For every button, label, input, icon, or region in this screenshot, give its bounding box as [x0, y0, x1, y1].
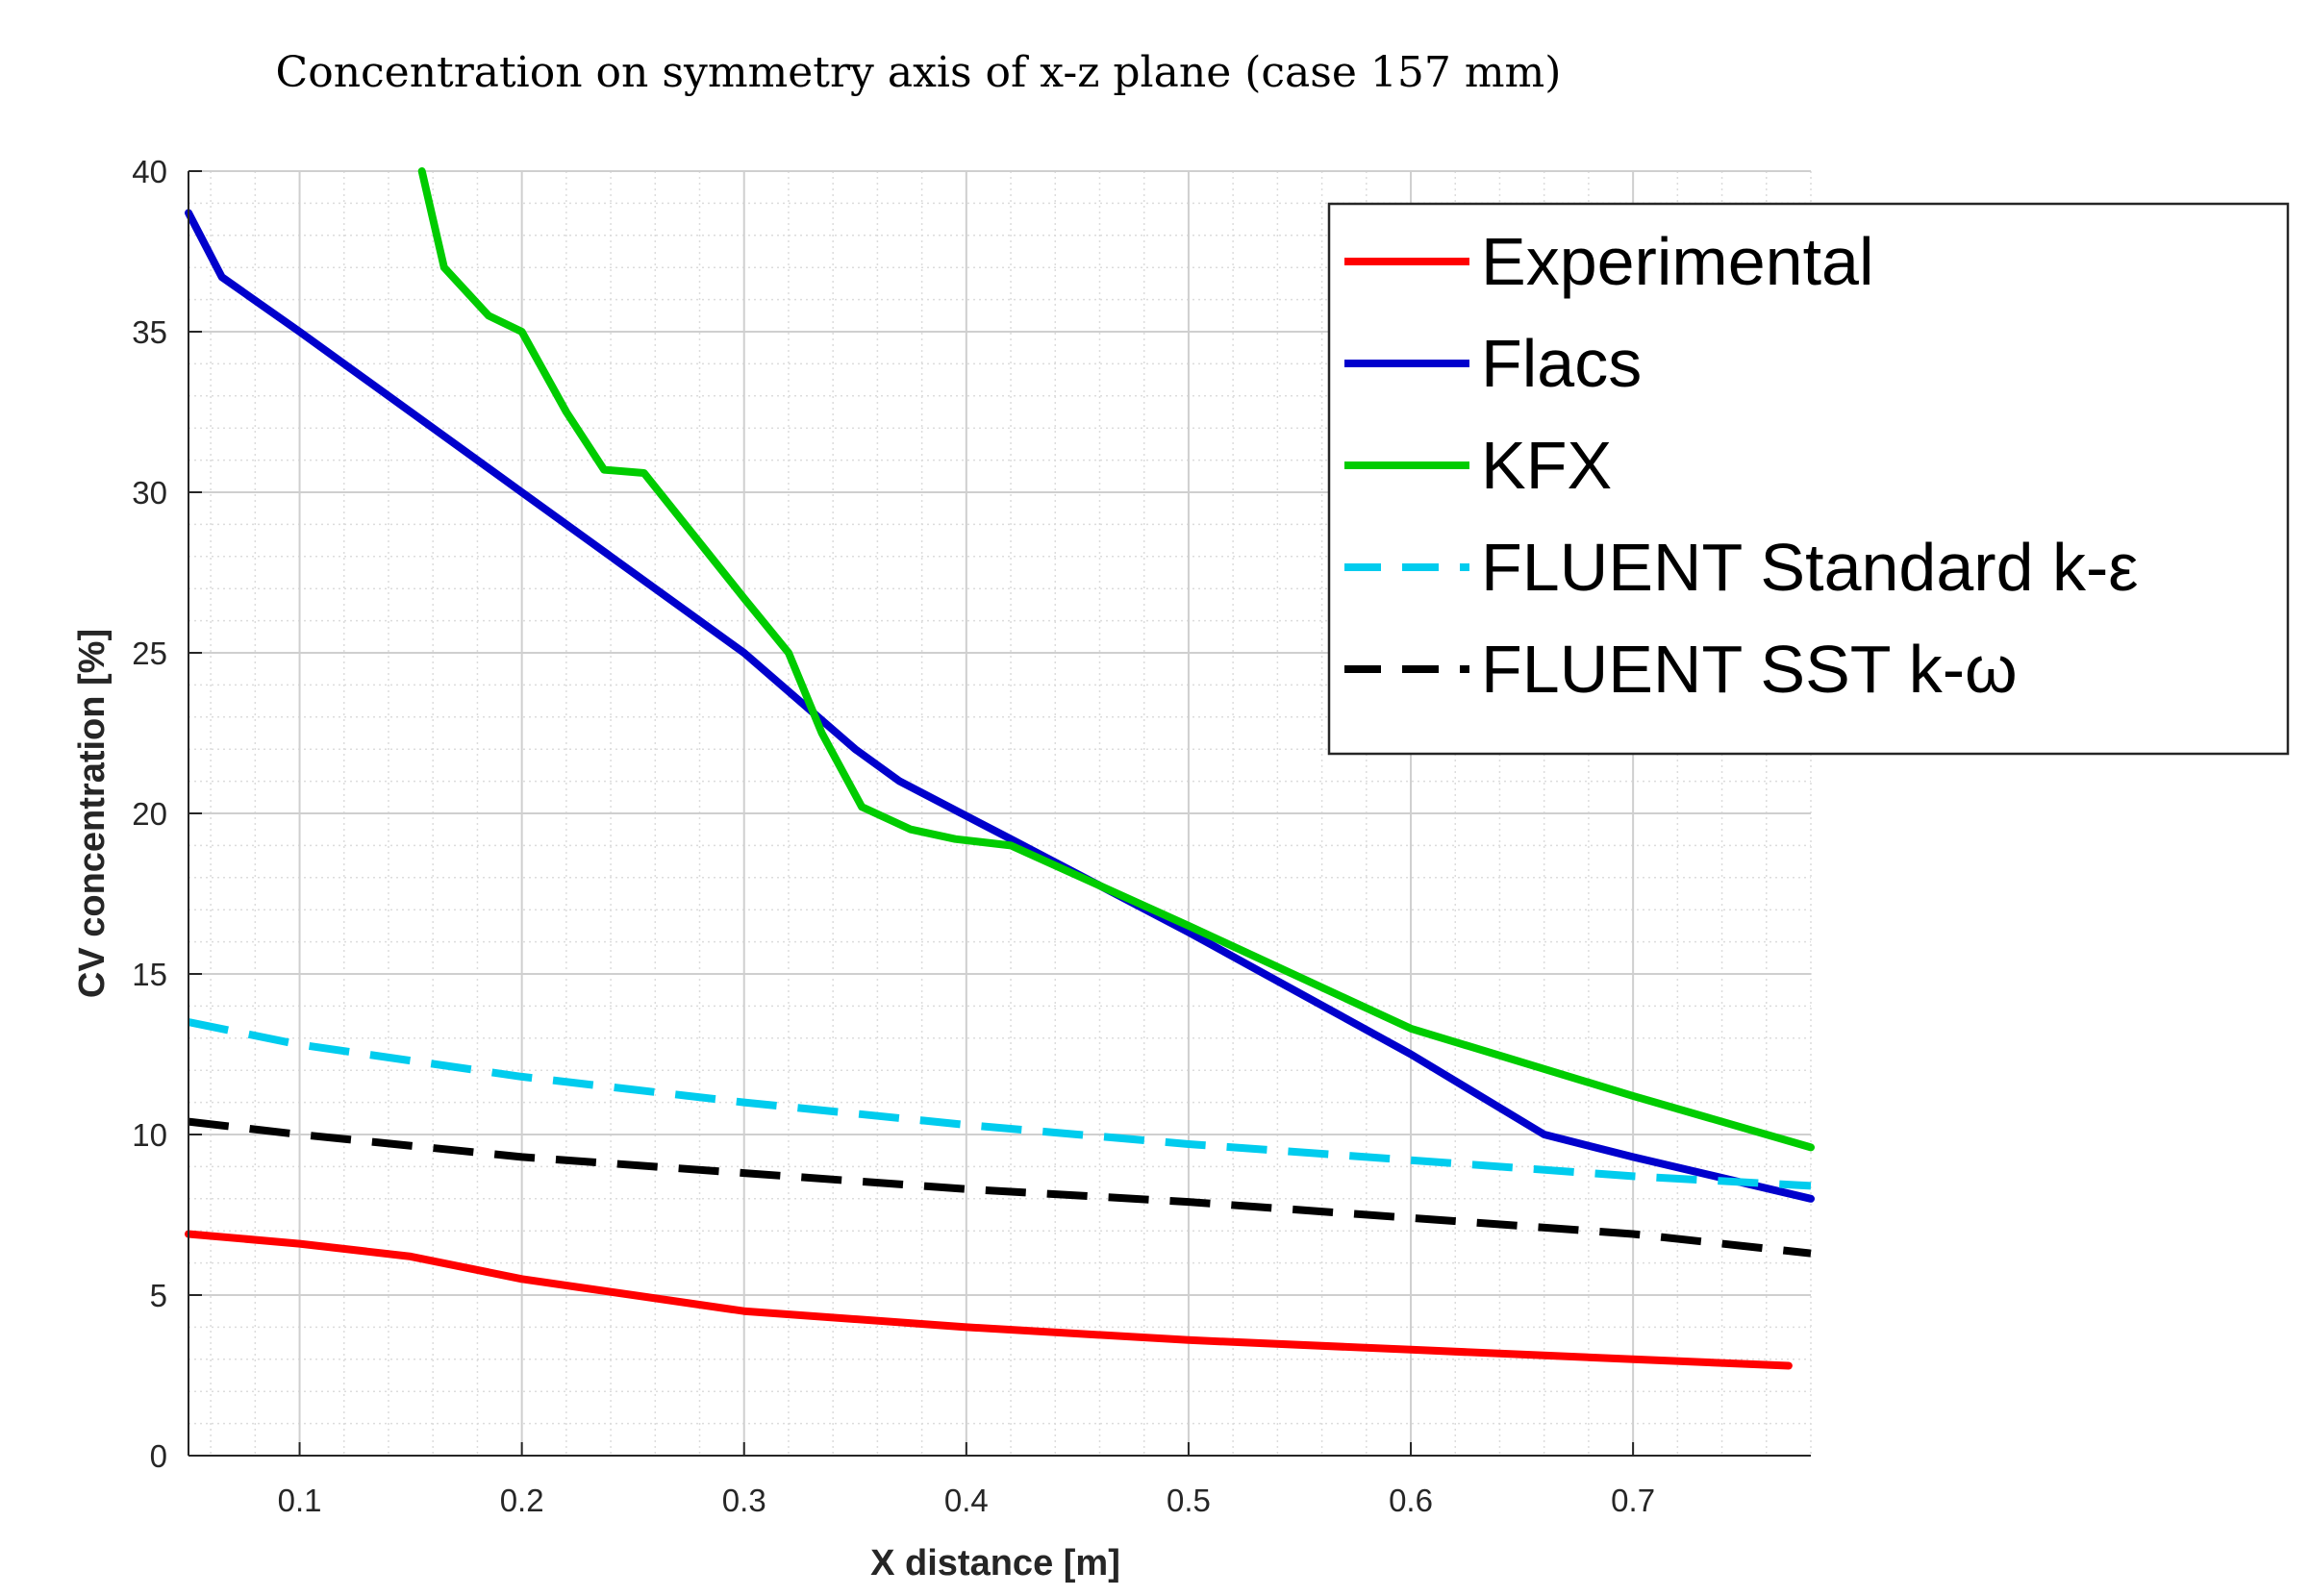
x-tick-label: 0.1 — [278, 1483, 322, 1518]
x-tick-label: 0.4 — [944, 1483, 989, 1518]
legend-label-fluent-standard-k: FLUENT Standard k-ε — [1481, 530, 2139, 605]
x-tick-label: 0.2 — [500, 1483, 544, 1518]
x-axis-label: X distance [m] — [870, 1543, 1120, 1584]
y-tick-label: 35 — [132, 314, 167, 350]
y-tick-label: 0 — [150, 1438, 167, 1474]
ticks-layer: 0.1 0.2 0.3 0.4 0.5 0.6 0.7 0 5 10 15 20 25 30 35 40 — [132, 154, 1655, 1518]
series-line-kfx — [417, 167, 1815, 1152]
series-line-fluent-sst-k — [188, 1117, 1812, 1258]
legend-label-fluent-sst-k: FLUENT SST k-ω — [1481, 632, 2018, 707]
legend-label-experimental: Experimental — [1481, 224, 1874, 299]
series-line-flacs — [185, 209, 1815, 1203]
x-tick-label: 0.6 — [1389, 1483, 1433, 1518]
legend-label-kfx: KFX — [1481, 428, 1612, 503]
x-tick-label: 0.3 — [722, 1483, 766, 1518]
series-layer — [185, 167, 1815, 1370]
y-tick-label: 40 — [132, 154, 167, 189]
series-line-fluent-standard-k — [188, 1018, 1812, 1190]
y-tick-label: 30 — [132, 475, 167, 511]
x-tick-label: 0.7 — [1611, 1483, 1655, 1518]
series-line-experimental — [185, 1230, 1793, 1370]
legend-items: Experimental Flacs KFX FLUENT Standard k-ε F… — [1344, 224, 2139, 707]
legend-box — [1327, 202, 2290, 756]
legend-label-flacs: Flacs — [1481, 326, 1642, 401]
y-axis-label: CV concentration [%] — [72, 629, 113, 998]
y-tick-label: 10 — [132, 1117, 167, 1153]
legend: Experimental Flacs KFX FLUENT Standard k-ε F… — [1327, 202, 2290, 756]
chart-title: Concentration on symmetry axis of x-z pl… — [276, 48, 1562, 97]
y-tick-label: 20 — [132, 796, 167, 832]
y-tick-label: 25 — [132, 636, 167, 671]
x-tick-label: 0.5 — [1167, 1483, 1211, 1518]
y-tick-label: 5 — [150, 1278, 167, 1313]
y-tick-label: 15 — [132, 957, 167, 992]
